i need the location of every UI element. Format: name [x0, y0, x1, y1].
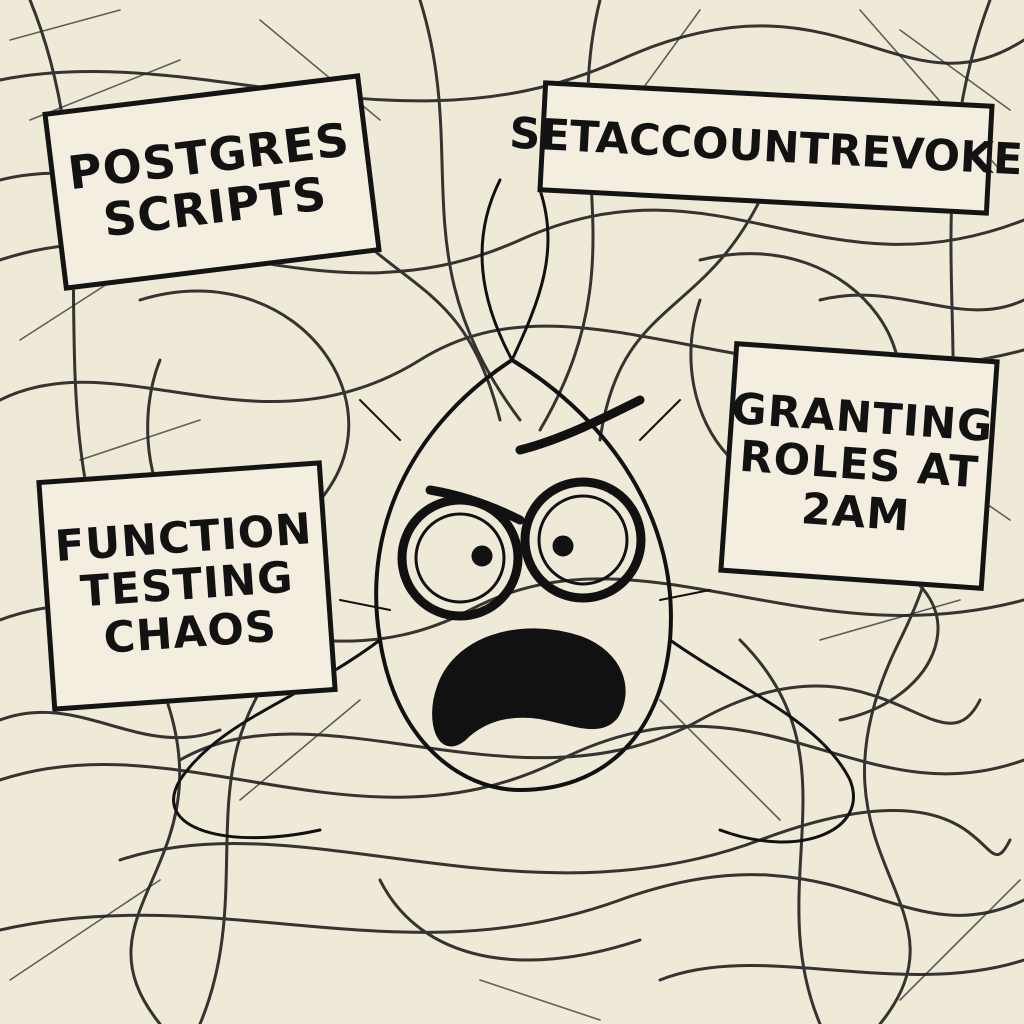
sign-granting-roles: GRANTING ROLES AT 2AM: [718, 341, 1000, 591]
sign-setaccountrevoke: SETACCOUNTREVOKE: [508, 80, 1024, 216]
stressed-scribble-creature-icon: [172, 178, 855, 844]
sign-revoke-line-1: SETACCOUNTREVOKE: [508, 108, 1024, 186]
sign-function-testing-chaos: FUNCTION TESTING CHAOS: [36, 460, 338, 712]
sign-function-line-3: CHAOS: [102, 601, 279, 664]
sign-granting-line-3: 2AM: [799, 483, 912, 542]
